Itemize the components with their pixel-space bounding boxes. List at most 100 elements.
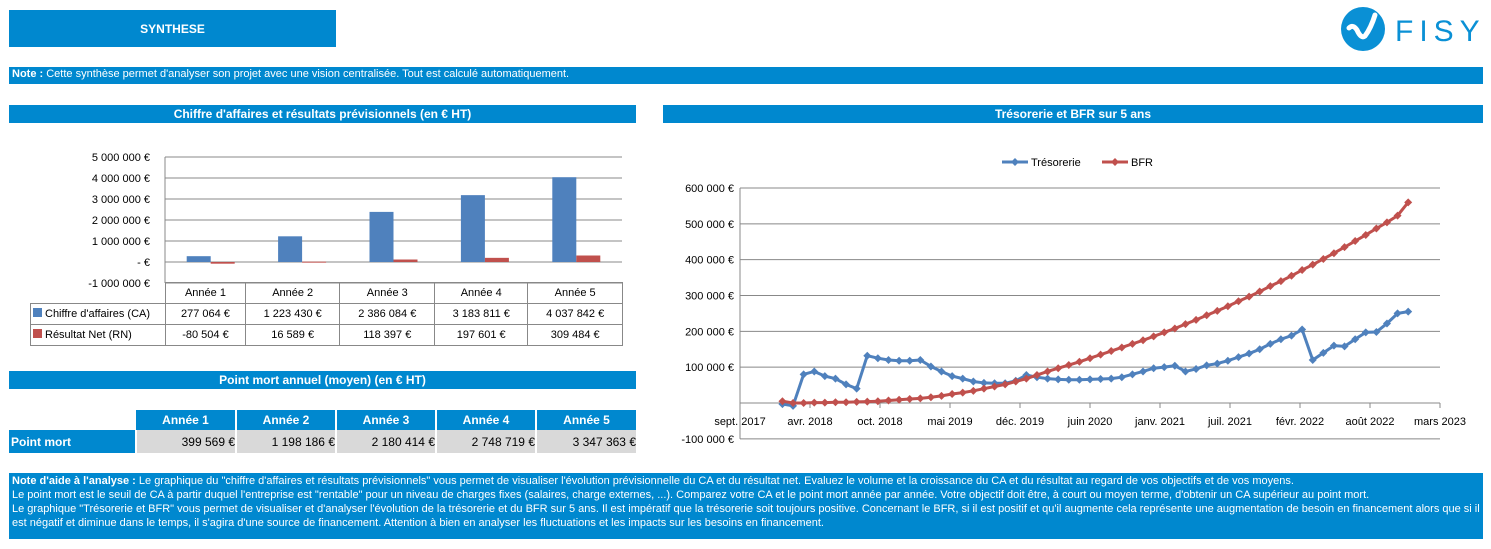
marker-tresorerie bbox=[863, 351, 872, 360]
bar-rn bbox=[484, 257, 509, 262]
bar-ca bbox=[186, 256, 211, 262]
tresorerie-bfr-chart: 600 000 € 500 000 € 400 000 € 300 000 € 200 … bbox=[681, 157, 1466, 446]
table-row: Point mort 399 569 € 1 198 186 € 2 180 4… bbox=[9, 430, 636, 453]
x-tick-label: sept. 2017 bbox=[714, 416, 765, 428]
x-tick-label: avr. 2018 bbox=[787, 416, 832, 428]
marker-bfr bbox=[1202, 311, 1211, 320]
marker-tresorerie bbox=[1075, 375, 1084, 384]
legend-label: Trésorerie bbox=[1031, 157, 1081, 169]
marker-bfr bbox=[1054, 364, 1063, 373]
x-tick-label: mai 2019 bbox=[927, 416, 972, 428]
marker-bfr bbox=[1340, 243, 1349, 252]
marker-bfr bbox=[1011, 377, 1020, 386]
marker-bfr bbox=[895, 395, 904, 404]
marker-tresorerie bbox=[969, 377, 978, 386]
y-tick-label: 1 000 000 € bbox=[92, 236, 150, 248]
marker-tresorerie bbox=[1372, 328, 1381, 337]
note-bar: Note : Cette synthèse permet d'analyser … bbox=[9, 67, 1483, 84]
marker-bfr bbox=[1075, 357, 1084, 366]
row-label: Point mort bbox=[9, 430, 136, 453]
marker-tresorerie bbox=[1340, 342, 1349, 351]
marker-bfr bbox=[789, 399, 798, 407]
marker-tresorerie bbox=[1181, 367, 1190, 376]
col-header: Année 2 bbox=[244, 282, 341, 304]
bar-rn bbox=[302, 261, 327, 263]
marker-bfr bbox=[1361, 230, 1370, 239]
marker-tresorerie bbox=[905, 356, 914, 365]
x-tick-label: déc. 2019 bbox=[996, 416, 1044, 428]
legend-marker bbox=[1011, 158, 1019, 166]
col-header: Année 1 bbox=[136, 410, 237, 430]
y-tick-label: 500 000 € bbox=[685, 219, 734, 231]
y-tick-label: -100 000 € bbox=[681, 434, 734, 446]
bar-ca bbox=[278, 236, 303, 262]
marker-tresorerie bbox=[842, 380, 851, 389]
marker-bfr bbox=[884, 396, 893, 405]
col-header: Année 4 bbox=[436, 410, 537, 430]
marker-bfr bbox=[842, 398, 851, 407]
col-header: Année 3 bbox=[336, 410, 437, 430]
marker-bfr bbox=[1266, 282, 1275, 291]
marker-tresorerie bbox=[820, 372, 829, 381]
marker-tresorerie bbox=[1170, 361, 1179, 370]
marker-bfr bbox=[820, 398, 829, 407]
col-header: Année 5 bbox=[527, 282, 623, 304]
marker-bfr bbox=[1276, 277, 1285, 286]
marker-bfr bbox=[863, 397, 872, 406]
marker-tresorerie bbox=[1107, 374, 1116, 383]
marker-tresorerie bbox=[1276, 335, 1285, 344]
marker-tresorerie bbox=[1351, 335, 1360, 344]
aide-label: Note d'aide à l'analyse : bbox=[12, 475, 136, 487]
marker-bfr bbox=[1160, 328, 1169, 337]
marker-bfr bbox=[1022, 374, 1031, 383]
x-tick-label: févr. 2022 bbox=[1276, 416, 1324, 428]
ca-chart: 5 000 000 € 4 000 000 € 3 000 000 € 2 000 0… bbox=[88, 152, 622, 290]
y-tick-label: 2 000 000 € bbox=[92, 215, 150, 227]
marker-tresorerie bbox=[937, 367, 946, 376]
y-tick-label: 4 000 000 € bbox=[92, 173, 150, 185]
marker-tresorerie bbox=[1202, 361, 1211, 370]
marker-bfr bbox=[810, 398, 819, 407]
marker-bfr bbox=[1139, 336, 1148, 345]
marker-tresorerie bbox=[1255, 345, 1264, 354]
marker-tresorerie bbox=[1287, 331, 1296, 340]
marker-bfr bbox=[926, 393, 935, 402]
col-header: Année 2 bbox=[236, 410, 337, 430]
marker-tresorerie bbox=[1266, 339, 1275, 348]
legend-ca: Chiffre d'affaires (CA) bbox=[45, 308, 151, 320]
marker-tresorerie bbox=[916, 356, 925, 364]
marker-bfr bbox=[958, 388, 967, 397]
y-tick-label: 400 000 € bbox=[685, 255, 734, 267]
legend-swatch-ca bbox=[33, 308, 42, 317]
marker-bfr bbox=[1213, 306, 1222, 315]
marker-tresorerie bbox=[1213, 359, 1222, 368]
marker-bfr bbox=[1117, 343, 1126, 352]
table-row: Chiffre d'affaires (CA) 277 064 €1 223 43… bbox=[30, 303, 623, 325]
legend-rn: Résultat Net (RN) bbox=[45, 329, 132, 341]
bar-rn bbox=[576, 255, 601, 262]
fisy-logo-icon: FISY bbox=[1341, 7, 1480, 51]
marker-tresorerie bbox=[810, 367, 819, 376]
marker-tresorerie bbox=[1319, 348, 1328, 357]
marker-bfr bbox=[1032, 371, 1041, 380]
x-tick-label: janv. 2021 bbox=[1134, 416, 1185, 428]
col-header: Année 3 bbox=[339, 282, 436, 304]
marker-tresorerie bbox=[1361, 328, 1370, 337]
marker-bfr bbox=[937, 391, 946, 400]
marker-bfr bbox=[905, 395, 914, 404]
col-header: Année 1 bbox=[165, 282, 246, 304]
marker-tresorerie bbox=[1382, 319, 1391, 328]
marker-bfr bbox=[990, 382, 999, 391]
marker-bfr bbox=[1128, 339, 1137, 348]
point-mort-section-title: Point mort annuel (moyen) (en € HT) bbox=[9, 371, 636, 389]
marker-tresorerie bbox=[1128, 370, 1137, 379]
y-tick-label: 5 000 000 € bbox=[92, 152, 150, 164]
marker-tresorerie bbox=[852, 384, 861, 393]
marker-tresorerie bbox=[1149, 364, 1158, 373]
note-text: Cette synthèse permet d'analyser son pro… bbox=[43, 68, 570, 80]
y-tick-label: 3 000 000 € bbox=[92, 194, 150, 206]
marker-bfr bbox=[799, 399, 808, 407]
marker-bfr bbox=[916, 394, 925, 403]
marker-bfr bbox=[1382, 218, 1391, 227]
marker-bfr bbox=[873, 397, 882, 406]
